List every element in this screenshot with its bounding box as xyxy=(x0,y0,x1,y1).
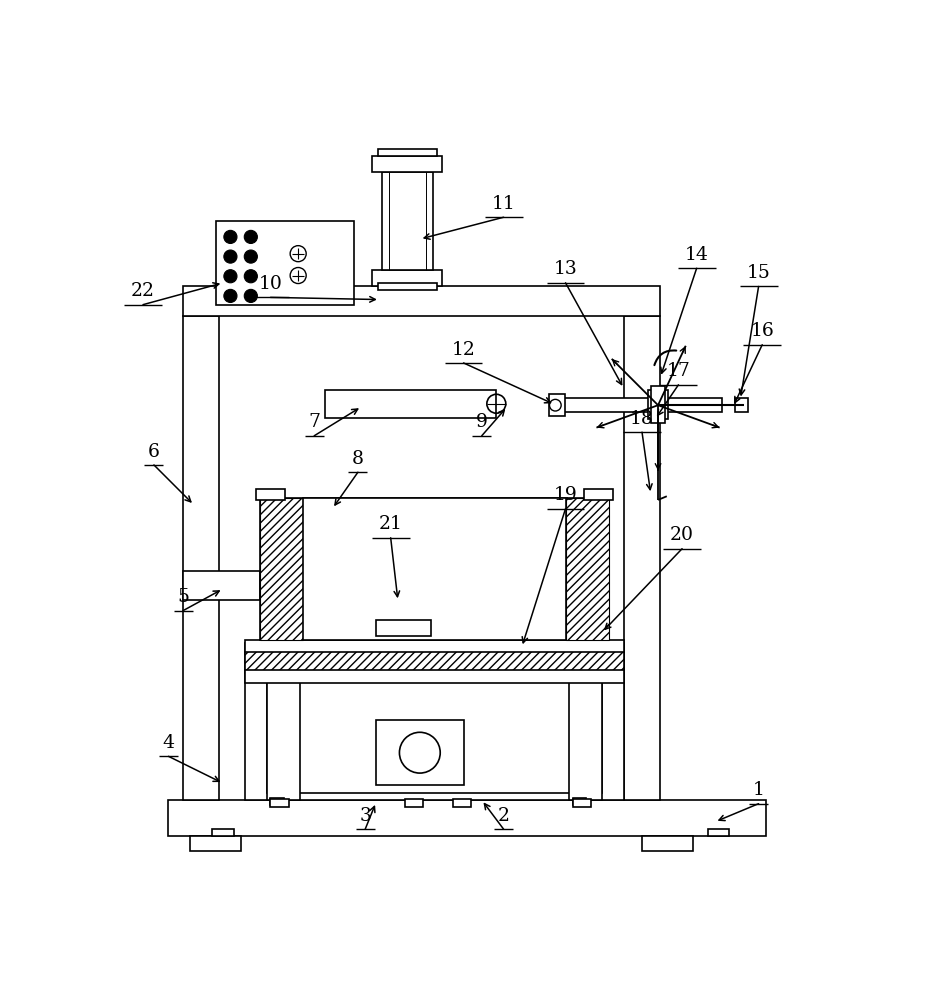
Circle shape xyxy=(224,270,237,283)
Text: 6: 6 xyxy=(148,443,160,461)
Bar xyxy=(570,523,600,643)
Bar xyxy=(191,836,242,851)
Text: 8: 8 xyxy=(352,450,364,468)
Text: 22: 22 xyxy=(131,282,155,300)
Text: 5: 5 xyxy=(177,588,189,606)
Bar xyxy=(572,799,591,807)
Bar xyxy=(572,518,583,525)
Circle shape xyxy=(224,230,237,243)
Bar xyxy=(245,652,624,673)
Bar xyxy=(245,670,624,683)
Text: 18: 18 xyxy=(630,410,654,428)
Text: 1: 1 xyxy=(753,781,764,799)
Bar xyxy=(624,316,660,800)
Text: 17: 17 xyxy=(666,362,690,380)
Bar xyxy=(555,398,722,412)
Bar xyxy=(268,641,278,649)
Bar xyxy=(168,800,766,836)
Bar xyxy=(372,270,442,286)
Bar xyxy=(216,221,354,305)
Bar xyxy=(268,518,278,525)
Text: 3: 3 xyxy=(359,807,371,825)
Bar xyxy=(271,799,289,807)
Bar xyxy=(735,398,748,412)
Text: 16: 16 xyxy=(750,322,775,340)
Bar xyxy=(382,172,433,270)
Bar xyxy=(572,641,583,649)
Circle shape xyxy=(244,250,258,263)
Text: 10: 10 xyxy=(258,275,282,293)
Text: 12: 12 xyxy=(451,341,476,359)
Bar xyxy=(245,640,624,654)
Bar xyxy=(651,386,665,423)
Bar xyxy=(245,643,624,800)
Circle shape xyxy=(244,230,258,243)
Bar xyxy=(378,283,436,290)
Bar xyxy=(566,498,609,640)
Bar xyxy=(572,798,586,805)
Bar xyxy=(259,498,609,640)
Circle shape xyxy=(244,289,258,302)
Bar xyxy=(183,571,259,600)
Bar xyxy=(267,523,297,643)
Bar xyxy=(212,829,234,836)
Bar xyxy=(378,149,436,156)
Bar xyxy=(405,799,423,807)
Bar xyxy=(642,836,693,851)
Circle shape xyxy=(224,289,237,302)
Bar xyxy=(304,498,566,640)
Text: 20: 20 xyxy=(670,526,694,544)
Bar xyxy=(648,390,668,419)
Bar xyxy=(183,286,660,316)
Bar xyxy=(325,390,496,418)
Text: 15: 15 xyxy=(746,264,771,282)
Text: 11: 11 xyxy=(492,195,515,213)
Bar xyxy=(267,643,300,800)
Text: 7: 7 xyxy=(308,413,321,431)
Bar xyxy=(271,798,284,805)
Circle shape xyxy=(224,250,237,263)
Bar xyxy=(376,620,431,636)
Text: 9: 9 xyxy=(476,413,488,431)
Text: 13: 13 xyxy=(554,260,577,278)
Text: 19: 19 xyxy=(554,486,577,504)
Bar xyxy=(708,829,729,836)
Bar xyxy=(584,489,613,500)
Bar xyxy=(259,498,304,640)
Bar xyxy=(376,720,463,785)
Bar xyxy=(570,643,602,800)
Bar xyxy=(267,676,602,793)
Circle shape xyxy=(244,270,258,283)
Bar xyxy=(372,156,442,172)
Text: 2: 2 xyxy=(497,807,509,825)
Text: 4: 4 xyxy=(163,734,175,752)
Bar xyxy=(183,316,220,800)
Text: 21: 21 xyxy=(379,515,402,533)
Bar xyxy=(256,489,285,500)
Bar xyxy=(549,394,565,416)
Text: 14: 14 xyxy=(684,246,709,264)
Bar xyxy=(453,799,471,807)
